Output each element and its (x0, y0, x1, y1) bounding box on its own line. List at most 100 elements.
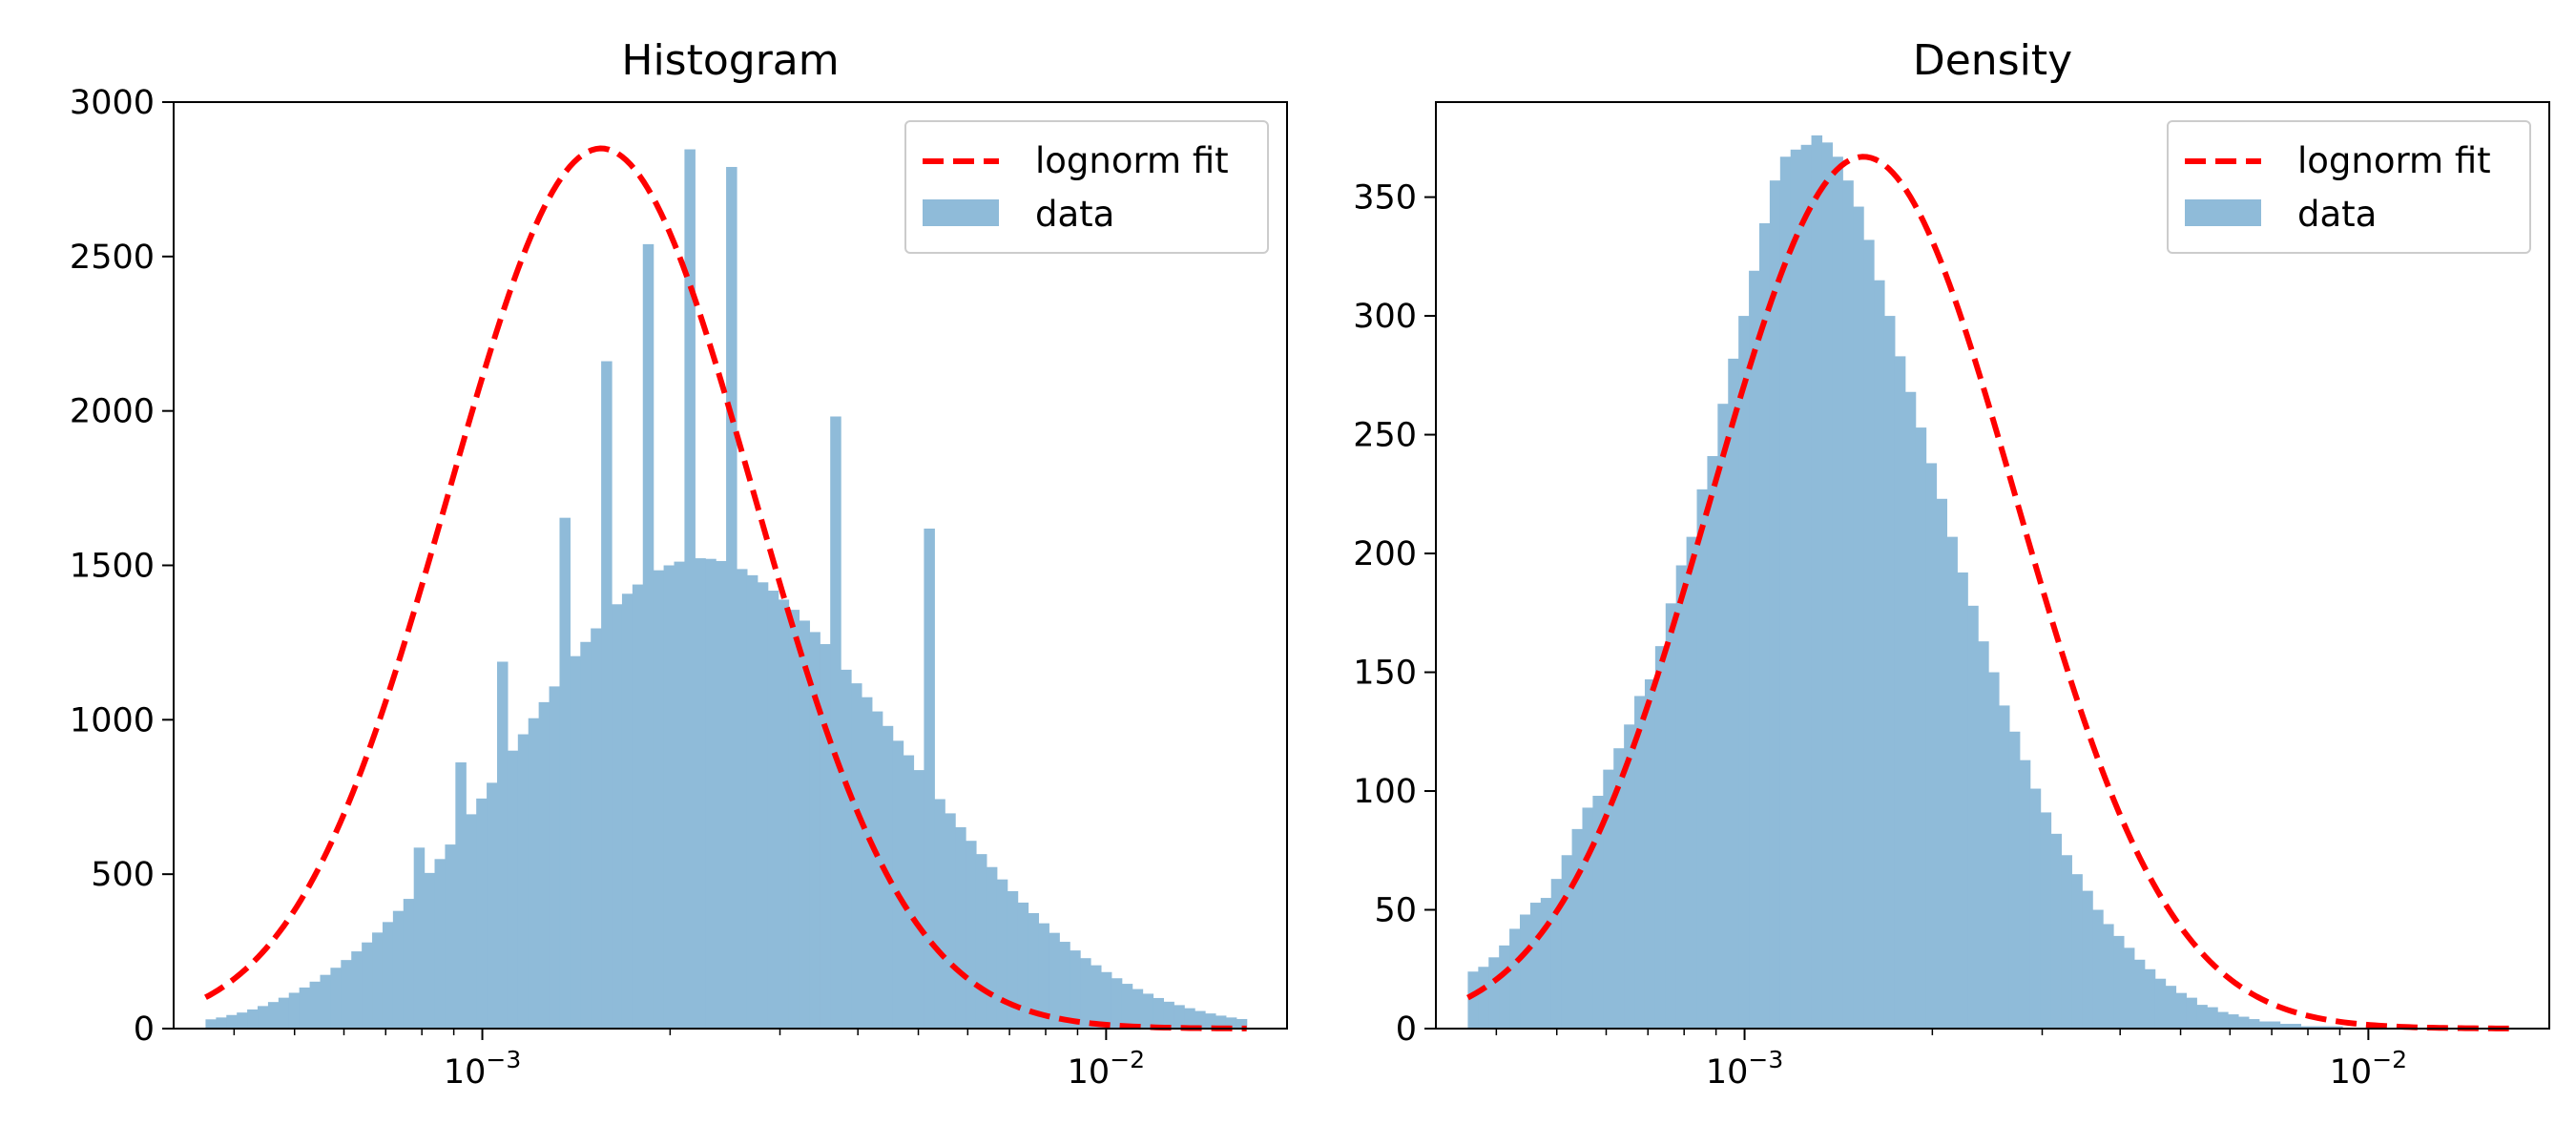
histogram-bar (455, 762, 467, 1029)
histogram-bar (1853, 206, 1864, 1030)
histogram-bar (986, 866, 998, 1029)
histogram-bar (1174, 1005, 1185, 1029)
histogram-bar (1121, 984, 1133, 1029)
histogram-bar (403, 899, 415, 1029)
histogram-bar (1550, 879, 1563, 1029)
lognorm-fit-curve (1466, 154, 2509, 1031)
histogram-bar (1728, 358, 1739, 1029)
legend-label-data: data (2297, 194, 2377, 235)
histogram-bar (1749, 270, 1760, 1029)
histogram-bar (746, 574, 758, 1029)
histogram-bar (955, 826, 966, 1029)
histogram-bar (267, 1002, 280, 1029)
histogram-bar (1665, 603, 1677, 1029)
y-tick-label: 100 (1353, 773, 1417, 811)
histogram-bar (2237, 1016, 2250, 1029)
histogram-bar (2113, 935, 2125, 1029)
histogram-bar (424, 872, 436, 1029)
y-tick-label: 300 (1353, 298, 1417, 336)
histogram-bar (2092, 909, 2104, 1029)
histogram-bar (1978, 641, 1989, 1029)
histogram-bar (1592, 796, 1604, 1029)
histogram-bar (392, 910, 405, 1029)
histogram-bar (1717, 404, 1729, 1029)
histogram-bar (1153, 997, 1164, 1029)
histogram-bar (1821, 142, 1833, 1029)
histogram-bar (1811, 135, 1823, 1030)
histogram-bar (820, 644, 831, 1029)
x-tick-label: 10−3 (1706, 1046, 1783, 1092)
histogram-bar (570, 656, 581, 1029)
histogram-bar (1686, 536, 1698, 1029)
histogram-bar (1142, 993, 1154, 1029)
histogram-bar (1225, 1017, 1237, 1029)
y-tick-label: 0 (134, 1010, 155, 1049)
histogram-bar (434, 859, 447, 1029)
histogram-bar (788, 610, 800, 1029)
chart-panel-1: 0 500 1000 1500 2000 2500 3000 10−3 10−2 Histogra… (70, 36, 1288, 1092)
histogram-bar (237, 1012, 248, 1029)
histogram-bar (2103, 924, 2114, 1029)
histogram-bar (1070, 950, 1081, 1029)
histogram-bar (528, 718, 540, 1029)
histogram-bar (1038, 923, 1049, 1029)
histogram-bar (1603, 769, 1614, 1029)
y-tick-label: 250 (1353, 417, 1417, 455)
y-tick-label: 50 (1374, 892, 1417, 930)
histogram-bar (2186, 997, 2197, 1029)
histogram-bar (809, 632, 821, 1029)
histogram-bar (247, 1009, 259, 1029)
histogram-bar (341, 960, 352, 1029)
y-tick-label: 1500 (70, 548, 155, 586)
histogram-bar (1915, 427, 1927, 1030)
x-tick-label: 10−2 (1068, 1046, 1145, 1092)
histogram-bar (580, 641, 592, 1029)
histogram-bar (705, 558, 717, 1029)
y-tick-label: 500 (91, 856, 155, 894)
histogram-bar (1957, 572, 1968, 1029)
histogram-bar (1132, 989, 1144, 1029)
histogram-bar (1946, 536, 1958, 1029)
histogram-bar (476, 798, 488, 1029)
histogram-bar (2217, 1011, 2229, 1029)
histogram-bar (2311, 1026, 2322, 1029)
histogram-bar (1488, 957, 1500, 1029)
histogram-bar (2196, 1005, 2208, 1029)
x-tick-label: 10−2 (2330, 1046, 2407, 1092)
histogram-bar (1925, 463, 1938, 1029)
histogram-bar (695, 558, 706, 1029)
histogram-bar (1624, 724, 1635, 1029)
histogram-bar (2165, 986, 2177, 1029)
histogram-bar (1988, 672, 2000, 1029)
histogram-bar (538, 701, 551, 1029)
legend-data-swatch (923, 199, 999, 226)
histogram-bar (1236, 1018, 1248, 1029)
histogram-bar (1007, 890, 1019, 1029)
histogram-bar (632, 584, 644, 1029)
histogram-bar (320, 974, 331, 1029)
histogram-bar (2008, 731, 2021, 1029)
histogram-bar (559, 517, 571, 1029)
histogram-bar (413, 847, 426, 1029)
histogram-bar (1509, 928, 1521, 1029)
chart-panel-2: 0 50 100 150 200 250 300 350 10−3 10−2 Density logn… (1353, 36, 2550, 1092)
histogram-bar (663, 565, 675, 1029)
histogram-bar (2258, 1021, 2271, 1029)
histogram-bar (1842, 180, 1854, 1029)
histogram-bar (1540, 898, 1552, 1029)
histogram-bar (507, 750, 519, 1029)
histogram-bar (1163, 1001, 1174, 1029)
histogram-bar (601, 361, 613, 1029)
histogram-bar (2228, 1014, 2239, 1029)
legend-data-swatch (2185, 199, 2261, 226)
histogram-bar (612, 604, 623, 1029)
histogram-bar (1100, 971, 1112, 1029)
histogram-bar (2175, 992, 2187, 1029)
histogram-bar (830, 416, 841, 1029)
y-tick-label: 150 (1353, 655, 1417, 693)
histogram-bar (1080, 958, 1091, 1029)
histogram-bar (1738, 316, 1750, 1030)
histogram-bar (1883, 316, 1896, 1030)
chart-title: Histogram (621, 36, 839, 85)
histogram-bar (871, 711, 883, 1029)
